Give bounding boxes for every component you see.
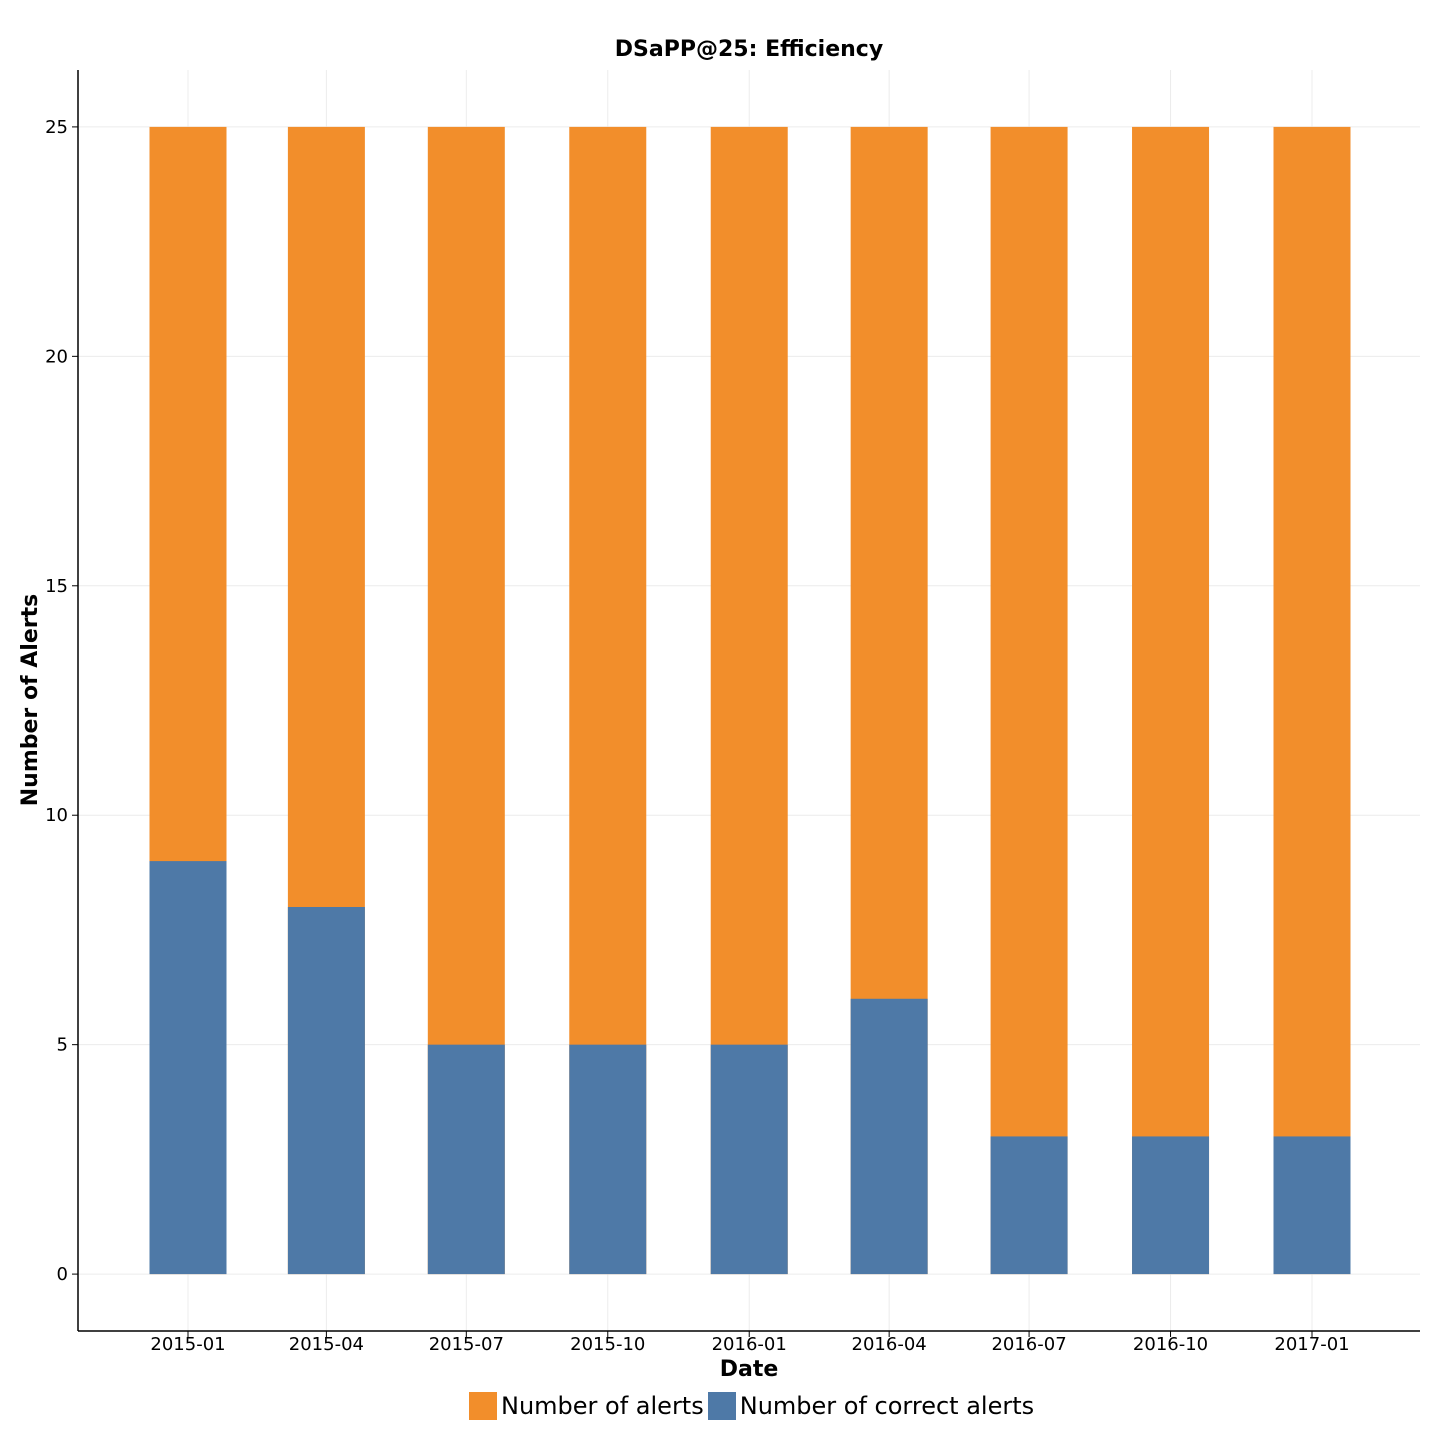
- bar-correct-alerts: [427, 1044, 505, 1275]
- x-tick-label: 2015-01: [150, 1334, 225, 1355]
- bar-alerts: [1132, 126, 1210, 1275]
- x-tick-label: 2015-10: [570, 1334, 645, 1355]
- bar-correct-alerts: [149, 861, 227, 1275]
- x-tick-label: 2016-07: [991, 1334, 1066, 1355]
- bar-alerts: [1273, 126, 1351, 1275]
- bar-correct-alerts: [287, 906, 365, 1275]
- x-tick-label: 2016-01: [712, 1334, 787, 1355]
- x-tick-label: 2015-07: [429, 1334, 504, 1355]
- y-tick-label: 15: [45, 576, 68, 597]
- x-tick-label: 2015-04: [289, 1334, 364, 1355]
- chart-title: DSaPP@25: Efficiency: [615, 37, 883, 62]
- bar-correct-alerts: [569, 1044, 647, 1275]
- x-tick-label: 2017-01: [1274, 1334, 1349, 1355]
- legend-item-correct-alerts: Number of correct alerts: [707, 1392, 1035, 1420]
- legend-label-alerts: Number of alerts: [501, 1392, 704, 1420]
- legend-label-correct-alerts: Number of correct alerts: [739, 1392, 1035, 1420]
- legend-swatch-correct-alerts: [707, 1392, 736, 1420]
- y-tick-label: 20: [45, 346, 68, 367]
- bar-alerts: [990, 126, 1068, 1275]
- y-tick-label: 10: [45, 805, 68, 826]
- legend: Number of alerts Number of correct alert…: [469, 1392, 1038, 1420]
- y-tick-label: 25: [45, 117, 68, 138]
- y-axis-label: Number of Alerts: [18, 594, 43, 806]
- x-tick-label: 2016-10: [1133, 1334, 1208, 1355]
- x-ticks: 2015-01 2015-04 2015-07 2015-10 2016-01 2016-…: [150, 1331, 1350, 1355]
- y-ticks: 0 5 10 15 20 25: [45, 117, 78, 1285]
- y-tick-label: 0: [57, 1264, 68, 1285]
- legend-item-alerts: Number of alerts: [469, 1392, 704, 1420]
- bar-correct-alerts: [1273, 1136, 1351, 1275]
- x-axis-label: Date: [720, 1357, 779, 1382]
- legend-swatch-alerts: [469, 1392, 497, 1420]
- bar-correct-alerts: [710, 1044, 788, 1275]
- y-tick-label: 5: [57, 1035, 68, 1056]
- bar-correct-alerts: [1132, 1136, 1210, 1275]
- x-tick-label: 2016-04: [852, 1334, 927, 1355]
- bar-correct-alerts: [990, 1136, 1068, 1275]
- bar-correct-alerts: [850, 998, 928, 1275]
- bars: [149, 126, 1351, 1275]
